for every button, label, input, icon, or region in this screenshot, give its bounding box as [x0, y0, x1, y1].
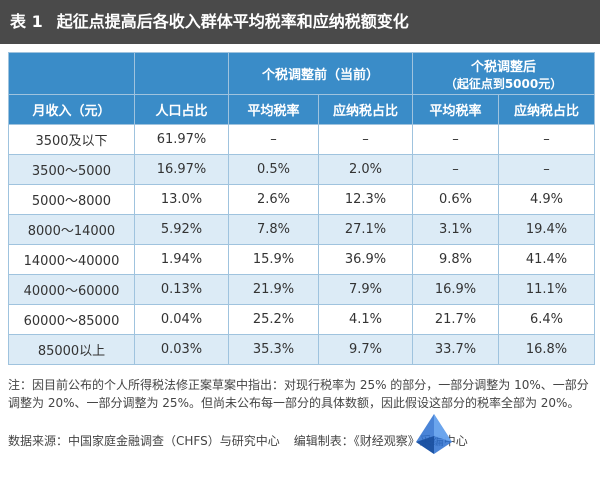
- cell-after-rate: 0.6%: [412, 184, 500, 215]
- cell-population: 1.94%: [134, 244, 229, 275]
- cell-after-rate: 21.7%: [412, 304, 500, 335]
- cell-before-rate: 0.5%: [228, 154, 319, 185]
- cell-income: 14000～40000: [8, 244, 135, 275]
- cell-before-share: 7.9%: [317, 274, 414, 305]
- cell-before-rate: –: [228, 124, 319, 155]
- cell-after-rate: –: [412, 154, 500, 185]
- table-row: 40000～60000 0.13% 21.9% 7.9% 16.9% 11.1%: [8, 274, 596, 305]
- cell-after-rate: 3.1%: [412, 214, 500, 245]
- cell-population: 61.97%: [134, 124, 229, 155]
- table-number: 表 1: [10, 12, 43, 31]
- publisher-logo-icon: [416, 414, 452, 454]
- cell-after-rate: 33.7%: [412, 334, 500, 365]
- cell-income: 8000～14000: [8, 214, 135, 245]
- cell-after-rate: 16.9%: [412, 274, 500, 305]
- cell-before-rate: 21.9%: [228, 274, 319, 305]
- header-group-after-line2: （起征点到5000元）: [444, 76, 563, 91]
- cell-before-rate: 25.2%: [228, 304, 319, 335]
- cell-before-rate: 15.9%: [228, 244, 319, 275]
- header-blank-population: [134, 52, 229, 95]
- cell-after-share: 11.1%: [498, 274, 596, 305]
- table-row: 5000～8000 13.0% 2.6% 12.3% 0.6% 4.9%: [8, 184, 596, 215]
- cell-income: 3500～5000: [8, 154, 135, 185]
- cell-after-share: 16.8%: [498, 334, 596, 365]
- header-income: 月收入（元）: [8, 94, 135, 125]
- header-group-before: 个税调整前（当前）: [227, 52, 414, 95]
- cell-after-share: 41.4%: [498, 244, 596, 275]
- cell-before-rate: 2.6%: [228, 184, 319, 215]
- header-population: 人口占比: [134, 94, 229, 125]
- cell-before-share: 12.3%: [317, 184, 414, 215]
- header-blank-income: [8, 52, 135, 95]
- table-body: 3500及以下 61.97% – – – –3500～5000 16.97% 0.5% 2.0%…: [8, 124, 596, 365]
- cell-income: 40000～60000: [8, 274, 135, 305]
- cell-after-share: 4.9%: [498, 184, 596, 215]
- cell-population: 13.0%: [134, 184, 229, 215]
- cell-after-share: –: [498, 124, 596, 155]
- cell-income: 5000～8000: [8, 184, 135, 215]
- cell-before-share: 27.1%: [317, 214, 414, 245]
- cell-after-share: 19.4%: [498, 214, 596, 245]
- cell-income: 85000以上: [8, 334, 135, 365]
- data-source-line: 数据来源：中国家庭金融调查（CHFS）与研究中心 编辑制表：《财经观察》采编中心: [8, 432, 594, 450]
- cell-before-share: 36.9%: [317, 244, 414, 275]
- cell-before-share: –: [317, 124, 414, 155]
- cell-before-share: 2.0%: [317, 154, 414, 185]
- header-group-after-line1: 个税调整后: [471, 59, 537, 75]
- table-row: 3500～5000 16.97% 0.5% 2.0% – –: [8, 154, 596, 185]
- cell-before-share: 9.7%: [317, 334, 414, 365]
- header-after-rate: 平均税率: [412, 94, 500, 125]
- cell-population: 16.97%: [134, 154, 229, 185]
- cell-population: 0.04%: [134, 304, 229, 335]
- table-title-text: 起征点提高后各收入群体平均税率和应纳税额变化: [56, 12, 409, 31]
- cell-after-rate: 9.8%: [412, 244, 500, 275]
- cell-before-rate: 7.8%: [228, 214, 319, 245]
- table-row: 3500及以下 61.97% – – – –: [8, 124, 596, 155]
- cell-income: 60000～85000: [8, 304, 135, 335]
- header-group-after: 个税调整后 （起征点到5000元）: [412, 52, 596, 95]
- cell-after-rate: –: [412, 124, 500, 155]
- header-before-share: 应纳税占比: [317, 94, 414, 125]
- footnote: 注：因目前公布的个人所得税法修正案草案中指出：对现行税率为 25% 的部分，一部…: [8, 378, 589, 410]
- header-after-share: 应纳税占比: [498, 94, 596, 125]
- header-before-rate: 平均税率: [228, 94, 319, 125]
- tax-rate-table: 个税调整前（当前） 个税调整后 （起征点到5000元） 月收入（元） 人口占比 …: [8, 52, 596, 365]
- table-row: 60000～85000 0.04% 25.2% 4.1% 21.7% 6.4%: [8, 304, 596, 335]
- cell-after-share: 6.4%: [498, 304, 596, 335]
- data-source: 数据来源：中国家庭金融调查（CHFS）与研究中心: [8, 434, 280, 448]
- cell-after-share: –: [498, 154, 596, 185]
- cell-before-share: 4.1%: [317, 304, 414, 335]
- table-row: 8000～14000 5.92% 7.8% 27.1% 3.1% 19.4%: [8, 214, 596, 245]
- cell-population: 0.13%: [134, 274, 229, 305]
- table-row: 14000～40000 1.94% 15.9% 36.9% 9.8% 41.4%: [8, 244, 596, 275]
- cell-population: 5.92%: [134, 214, 229, 245]
- cell-before-rate: 35.3%: [228, 334, 319, 365]
- table-title: 表 1 起征点提高后各收入群体平均税率和应纳税额变化: [0, 0, 600, 44]
- cell-population: 0.03%: [134, 334, 229, 365]
- cell-income: 3500及以下: [8, 124, 135, 155]
- table-row: 85000以上 0.03% 35.3% 9.7% 33.7% 16.8%: [8, 334, 596, 365]
